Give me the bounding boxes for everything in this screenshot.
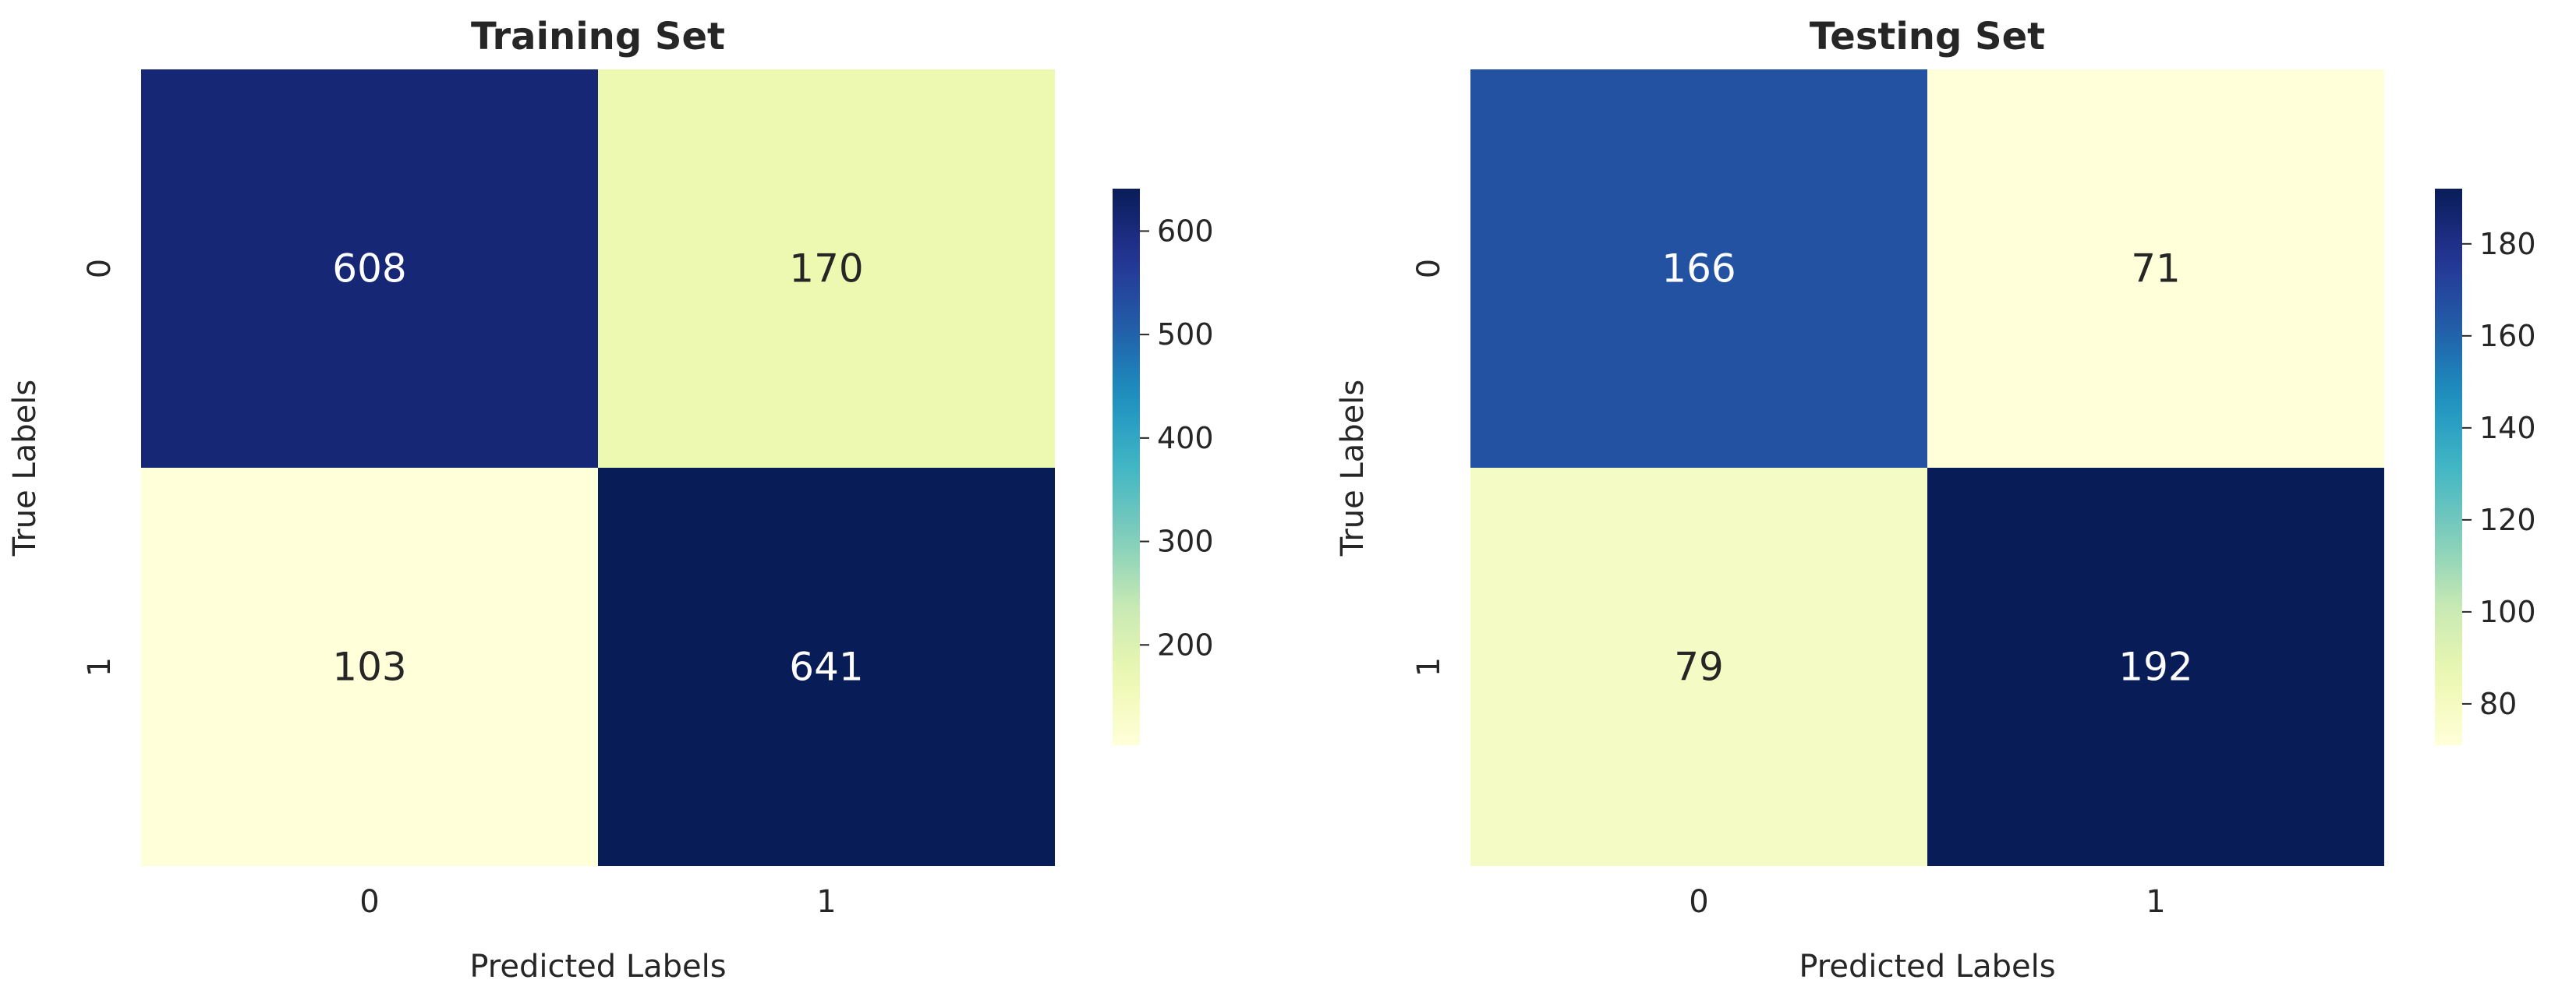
colorbar-tick-label: 200 (1157, 628, 1214, 662)
heatmap-cell-1-1 (598, 468, 1055, 866)
colorbar-tick-label: 300 (1157, 525, 1214, 559)
testing-set-panel: Testing Set 166 71 79 192 0 1 Predicted Labels 0… (1335, 15, 2536, 985)
cell-value-label: 79 (1674, 645, 1724, 690)
cell-value-label: 608 (332, 246, 406, 292)
cell-value-label: 641 (789, 645, 863, 690)
x-axis-label: Predicted Labels (1799, 949, 2055, 985)
chart-title: Testing Set (1810, 15, 2045, 58)
cell-value-label: 103 (332, 645, 406, 690)
training-set-panel: Training Set 608 170 103 641 0 1 Predicted Labe… (7, 15, 1214, 985)
colorbar (2435, 189, 2462, 745)
colorbar-tick-label: 100 (2479, 595, 2536, 629)
x-tick-label: 0 (359, 884, 379, 920)
x-tick-label: 0 (1689, 884, 1708, 920)
y-tick-label: 0 (82, 259, 118, 278)
heatmap-cell-0-1 (1927, 69, 2384, 468)
y-tick-label: 1 (1411, 657, 1447, 677)
heatmap-cell-1-0 (1470, 468, 1927, 866)
colorbar-tick-label: 140 (2479, 411, 2536, 445)
colorbar-tick-label: 180 (2479, 227, 2536, 261)
colorbar-tick-label: 120 (2479, 503, 2536, 537)
y-axis-label: True Labels (1335, 380, 1371, 557)
cell-value-label: 166 (1661, 246, 1736, 292)
x-tick-label: 1 (2146, 884, 2165, 920)
y-axis-label: True Labels (7, 380, 43, 557)
x-axis-label: Predicted Labels (469, 949, 726, 985)
heatmap-cell-0-1 (598, 69, 1055, 468)
heatmap-cell-1-1 (1927, 468, 2384, 866)
y-tick-label: 0 (1411, 259, 1447, 278)
colorbar-tick-label: 160 (2479, 319, 2536, 353)
cell-value-label: 192 (2118, 645, 2192, 690)
colorbar-tick-label: 500 (1157, 317, 1214, 352)
heatmap-cell-0-0 (141, 69, 598, 468)
colorbar (1113, 189, 1140, 745)
cell-value-label: 71 (2131, 246, 2181, 292)
colorbar-tick-label: 80 (2479, 687, 2517, 721)
heatmap-cell-1-0 (141, 468, 598, 866)
y-tick-label: 1 (82, 657, 118, 677)
heatmap-cell-0-0 (1470, 69, 1927, 468)
x-tick-label: 1 (816, 884, 836, 920)
chart-title: Training Set (471, 15, 725, 58)
colorbar-tick-label: 600 (1157, 214, 1214, 248)
cell-value-label: 170 (789, 246, 863, 292)
colorbar-tick-label: 400 (1157, 421, 1214, 455)
